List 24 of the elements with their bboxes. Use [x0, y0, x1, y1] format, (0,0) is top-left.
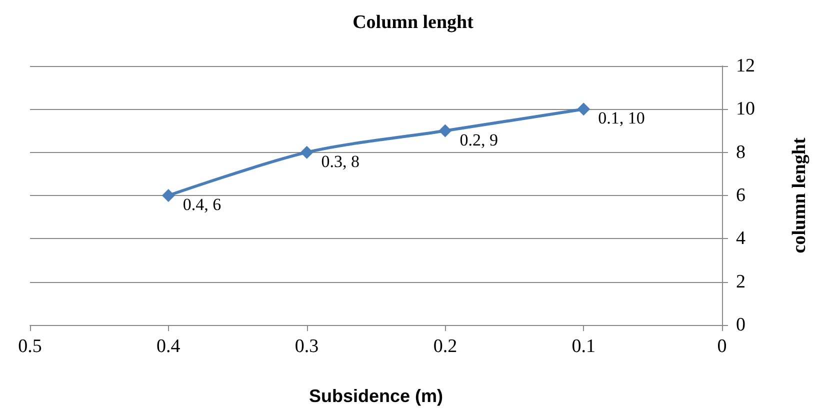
point	[438, 124, 452, 138]
data-label: 0.2, 9	[460, 130, 498, 150]
x-tick-label: 0.3	[294, 336, 319, 357]
y-tick-label: 6	[736, 185, 746, 206]
x-tick-label: 0.2	[433, 336, 458, 357]
y-tick-label: 2	[736, 271, 746, 292]
chart-title: Column lenght	[352, 12, 474, 33]
data-label: 0.3, 8	[321, 152, 360, 171]
x-axis-title: Subsidence (m)	[308, 386, 444, 406]
y-tick-label: 12	[736, 56, 755, 76]
x-tick-label: 0	[717, 336, 727, 357]
point	[300, 146, 314, 159]
y-tick-label: 8	[736, 142, 746, 163]
data-label: 0.1, 10	[598, 108, 645, 128]
x-tick-label: 0.4	[156, 336, 181, 357]
y-tick-label: 0	[736, 314, 746, 336]
data-label: 0.4, 6	[182, 195, 222, 214]
y-tick-label: 10	[736, 98, 755, 120]
y-axis-title: column lenght	[789, 137, 810, 254]
x-tick-label: 0.1	[572, 336, 596, 357]
y-tick-label: 4	[736, 228, 746, 250]
x-tick-label: 0.5	[18, 336, 42, 357]
point	[577, 102, 590, 116]
point	[162, 189, 175, 202]
